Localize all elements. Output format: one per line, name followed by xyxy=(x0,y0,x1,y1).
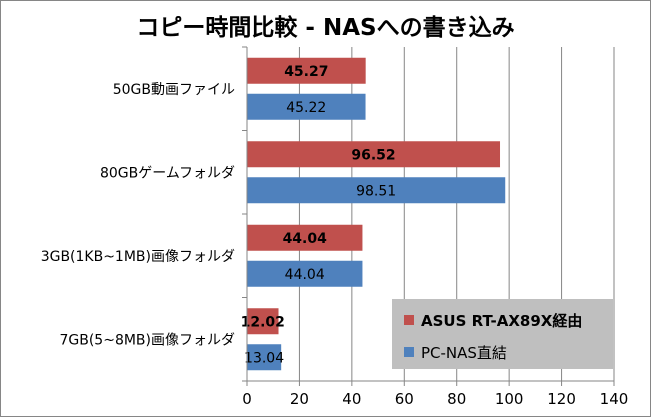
bar xyxy=(247,224,363,251)
legend: ASUS RT-AX89X経由 PC-NAS直結 xyxy=(392,299,613,369)
data-label: 44.04 xyxy=(283,231,328,247)
x-tick-label: 140 xyxy=(600,390,629,408)
category-label: 50GB動画ファイル xyxy=(113,82,235,98)
data-label: 45.22 xyxy=(286,100,326,116)
x-tick-label: 100 xyxy=(495,390,524,408)
data-label: 45.27 xyxy=(284,64,328,80)
x-tick-label: 60 xyxy=(395,390,414,408)
chart-title: コピー時間比較 - NASへの書き込み xyxy=(136,15,515,41)
bar xyxy=(247,57,366,84)
x-tick-label: 0 xyxy=(242,390,252,408)
data-label: 98.51 xyxy=(356,183,396,199)
data-label: 96.52 xyxy=(351,147,395,163)
x-tick-label: 120 xyxy=(547,390,576,408)
bar xyxy=(247,177,506,204)
bar xyxy=(247,141,501,168)
x-tick-label: 40 xyxy=(342,390,361,408)
legend-item-pc-nas: PC-NAS直結 xyxy=(404,340,507,364)
bar xyxy=(247,344,282,371)
legend-item-rt-ax89x: ASUS RT-AX89X経由 xyxy=(404,308,582,332)
legend-swatch-blue xyxy=(404,347,414,357)
x-tick-label: 80 xyxy=(447,390,466,408)
bar xyxy=(247,93,366,120)
category-label: 80GBゲームフォルダ xyxy=(100,165,235,181)
legend-label: PC-NAS直結 xyxy=(421,343,507,362)
bar xyxy=(247,260,363,287)
bar xyxy=(247,308,279,335)
x-tick-label: 20 xyxy=(290,390,309,408)
category-label: 7GB(5~8MB)画像フォルダ xyxy=(59,332,235,348)
legend-swatch-red xyxy=(404,315,414,325)
legend-label: ASUS RT-AX89X経由 xyxy=(421,311,583,330)
category-label: 3GB(1KB~1MB)画像フォルダ xyxy=(41,249,235,265)
data-label: 12.02 xyxy=(241,314,285,330)
data-label: 13.04 xyxy=(244,350,284,366)
data-label: 44.04 xyxy=(285,267,325,283)
